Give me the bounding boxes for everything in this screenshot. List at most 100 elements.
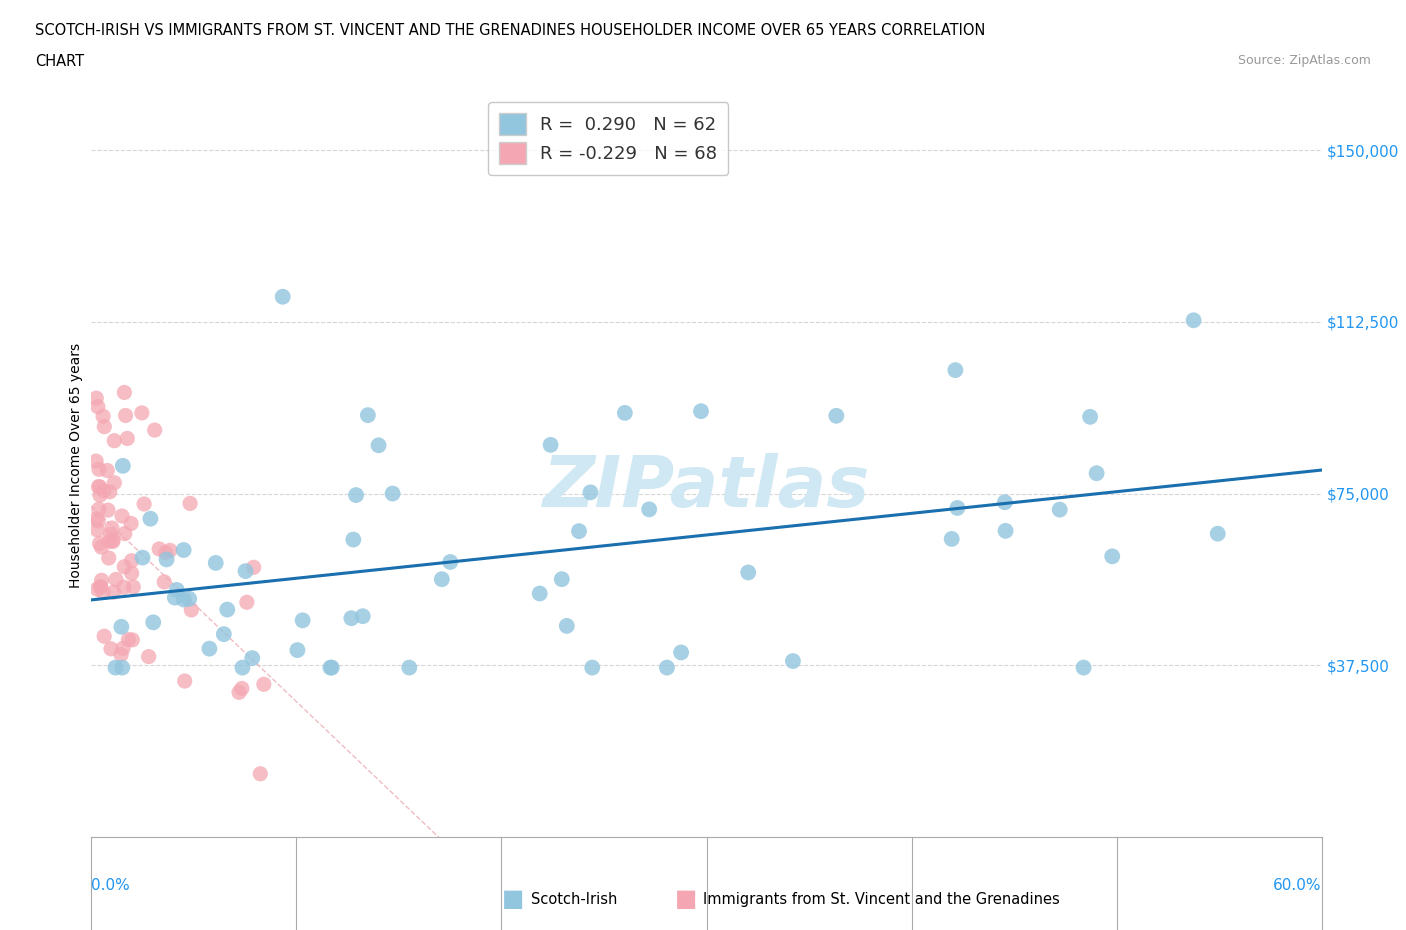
Point <box>166 582 188 597</box>
Point <box>204 555 226 570</box>
Point <box>690 404 713 418</box>
Point <box>381 486 404 501</box>
Point <box>340 611 363 626</box>
Point <box>212 627 235 642</box>
Point <box>163 591 186 605</box>
Point <box>319 660 342 675</box>
Point <box>551 572 574 587</box>
Point <box>555 618 578 633</box>
Point <box>96 463 118 478</box>
Point <box>235 564 257 578</box>
Point <box>131 405 153 420</box>
Point <box>669 645 692 660</box>
Point <box>180 603 202 618</box>
Text: SCOTCH-IRISH VS IMMIGRANTS FROM ST. VINCENT AND THE GRENADINES HOUSEHOLDER INCOM: SCOTCH-IRISH VS IMMIGRANTS FROM ST. VINC… <box>35 23 986 38</box>
Point <box>1101 549 1123 564</box>
Point <box>134 497 156 512</box>
Point <box>110 647 132 662</box>
Text: Immigrants from St. Vincent and the Grenadines: Immigrants from St. Vincent and the Gren… <box>703 892 1060 907</box>
Point <box>173 673 195 688</box>
Point <box>1078 409 1101 424</box>
Point <box>153 575 176 590</box>
Point <box>173 592 195 607</box>
Point <box>540 437 562 452</box>
Point <box>114 408 136 423</box>
Point <box>111 660 134 675</box>
Text: ■: ■ <box>675 887 697 911</box>
Point <box>236 595 259 610</box>
Text: 60.0%: 60.0% <box>1274 878 1322 893</box>
Text: Scotch-Irish: Scotch-Irish <box>531 892 617 907</box>
Point <box>104 660 127 675</box>
Point <box>84 391 107 405</box>
Point <box>117 431 139 445</box>
Legend: R =  0.290   N = 62, R = -0.229   N = 68: R = 0.290 N = 62, R = -0.229 N = 68 <box>488 102 728 175</box>
Point <box>179 496 201 511</box>
Point <box>103 433 125 448</box>
Point <box>101 534 124 549</box>
Point <box>217 602 239 617</box>
Point <box>87 399 110 414</box>
Point <box>89 579 111 594</box>
Point <box>98 485 121 499</box>
Point <box>249 766 271 781</box>
Point <box>91 409 114 424</box>
Point <box>87 479 110 494</box>
Point <box>1182 312 1205 327</box>
Point <box>90 573 112 588</box>
Point <box>568 524 591 538</box>
Point <box>655 660 678 675</box>
Text: CHART: CHART <box>35 54 84 69</box>
Point <box>941 532 963 547</box>
Point <box>87 462 110 477</box>
Point <box>1073 660 1095 675</box>
Y-axis label: Householder Income Over 65 years: Householder Income Over 65 years <box>69 342 83 588</box>
Text: 0.0%: 0.0% <box>91 878 131 893</box>
Text: ■: ■ <box>502 887 524 911</box>
Point <box>112 579 135 594</box>
Point <box>103 585 125 600</box>
Point <box>93 419 115 434</box>
Point <box>342 532 364 547</box>
Point <box>240 651 263 666</box>
Point <box>143 422 166 437</box>
Point <box>142 615 165 630</box>
Point <box>159 543 181 558</box>
Point <box>131 551 153 565</box>
Point <box>100 642 122 657</box>
Point <box>90 539 112 554</box>
Point <box>638 502 661 517</box>
Point <box>439 554 461 569</box>
Point <box>121 565 143 580</box>
Point <box>104 572 127 587</box>
Point <box>613 405 636 420</box>
Point <box>581 660 603 675</box>
Text: Source: ZipAtlas.com: Source: ZipAtlas.com <box>1237 54 1371 67</box>
Point <box>93 629 115 644</box>
Point <box>782 654 804 669</box>
Point <box>825 408 848 423</box>
Point <box>579 485 602 499</box>
Point <box>357 407 380 422</box>
Point <box>344 487 367 502</box>
Point <box>89 579 111 594</box>
Point <box>101 521 124 536</box>
Point <box>1085 466 1108 481</box>
Point <box>139 512 162 526</box>
Point <box>100 527 122 542</box>
Point <box>398 660 420 675</box>
Point <box>198 641 221 656</box>
Point <box>111 509 134 524</box>
Point <box>89 479 111 494</box>
Point <box>112 641 135 656</box>
Text: ZIPatlas: ZIPatlas <box>543 453 870 522</box>
Point <box>228 684 250 699</box>
Point <box>148 541 170 556</box>
Point <box>110 619 132 634</box>
Point <box>291 613 314 628</box>
Point <box>97 551 120 565</box>
Point <box>97 503 120 518</box>
Point <box>271 289 294 304</box>
Point <box>86 581 108 596</box>
Point <box>231 681 253 696</box>
